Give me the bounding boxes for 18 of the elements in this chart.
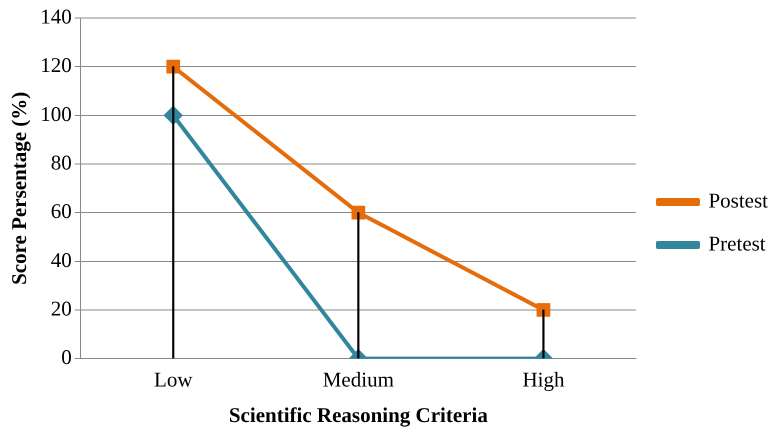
x-tick-label: Medium [322, 368, 394, 392]
x-tick-label: Low [154, 368, 194, 392]
y-tick-label: 120 [40, 53, 72, 78]
bar [542, 310, 545, 358]
bar [172, 66, 174, 358]
bar [357, 212, 360, 358]
y-tick-label: 20 [50, 296, 72, 320]
y-tick-label: 100 [40, 102, 72, 126]
y-tick-label: 140 [40, 4, 72, 29]
y-tick-label: 0 [61, 345, 72, 370]
y-tick-label: 60 [50, 199, 72, 224]
y-tick-label: 40 [50, 248, 72, 272]
y-axis-title: Score Persentage (%) [7, 92, 32, 285]
x-tick-label: High [522, 368, 565, 392]
legend-label: Pretest [708, 232, 766, 256]
y-tick-label: 80 [50, 150, 72, 174]
x-axis-title: Scientific Reasoning Criteria [228, 402, 488, 427]
legend-label: Postest [708, 188, 768, 213]
